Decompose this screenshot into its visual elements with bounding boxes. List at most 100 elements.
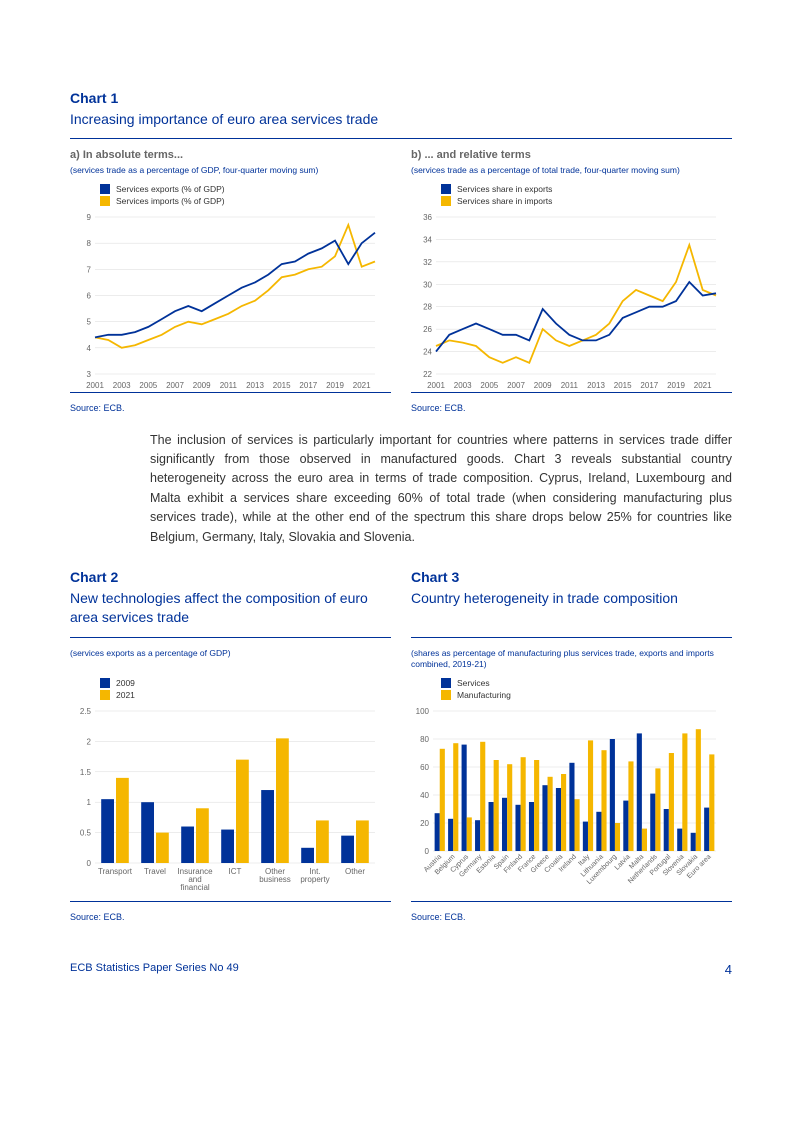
chart2-source: Source: ECB. <box>70 912 391 922</box>
svg-text:2.5: 2.5 <box>80 707 92 716</box>
svg-text:32: 32 <box>423 257 432 266</box>
svg-text:2015: 2015 <box>273 381 291 390</box>
panel-a-source: Source: ECB. <box>70 403 391 413</box>
chart3-rule <box>411 637 732 638</box>
legend-swatch-blue <box>100 184 110 194</box>
chart2-legend: 2009 2021 <box>100 678 391 700</box>
legend-label: 2009 <box>116 678 135 688</box>
svg-text:1: 1 <box>87 798 92 807</box>
panel-b-subtitle: b) ... and relative terms <box>411 149 732 161</box>
svg-text:Latvia: Latvia <box>614 853 632 871</box>
panel-b-legend: Services share in exports Services share… <box>441 184 732 206</box>
legend-swatch-yellow <box>100 196 110 206</box>
legend-label: Services share in imports <box>457 196 552 206</box>
svg-text:2007: 2007 <box>166 381 184 390</box>
legend-swatch-blue <box>441 184 451 194</box>
chart3-source: Source: ECB. <box>411 912 732 922</box>
svg-text:2001: 2001 <box>427 381 445 390</box>
svg-text:22: 22 <box>423 370 432 379</box>
legend-label: 2021 <box>116 690 135 700</box>
chart1-rule <box>70 138 732 139</box>
svg-text:60: 60 <box>420 763 429 772</box>
svg-text:4: 4 <box>87 343 92 352</box>
svg-text:ICT: ICT <box>229 867 242 876</box>
svg-text:2003: 2003 <box>113 381 131 390</box>
svg-text:2011: 2011 <box>561 381 579 390</box>
chart2-desc: (services exports as a percentage of GDP… <box>70 648 391 670</box>
svg-text:20: 20 <box>420 819 429 828</box>
svg-text:2013: 2013 <box>246 381 264 390</box>
svg-text:3: 3 <box>87 370 92 379</box>
svg-text:2: 2 <box>87 737 92 746</box>
footer-page-number: 4 <box>725 962 732 977</box>
svg-text:2017: 2017 <box>640 381 658 390</box>
svg-text:Travel: Travel <box>144 867 166 876</box>
chart3-title: Country heterogeneity in trade compositi… <box>411 589 732 629</box>
chart3-legend: Services Manufacturing <box>441 678 732 700</box>
svg-text:2019: 2019 <box>326 381 344 390</box>
panel-b-source: Source: ECB. <box>411 403 732 413</box>
svg-text:28: 28 <box>423 302 432 311</box>
panel-a-legend: Services exports (% of GDP) Services imp… <box>100 184 391 206</box>
svg-text:2009: 2009 <box>534 381 552 390</box>
svg-text:0.5: 0.5 <box>80 828 92 837</box>
chart2-number: Chart 2 <box>70 569 391 585</box>
chart1-title: Increasing importance of euro area servi… <box>70 110 732 130</box>
svg-text:2013: 2013 <box>587 381 605 390</box>
chart2-title: New technologies affect the composition … <box>70 589 391 629</box>
panel-b-desc: (services trade as a percentage of total… <box>411 165 732 176</box>
svg-text:100: 100 <box>416 707 430 716</box>
chart1-panel-b: b) ... and relative terms (services trad… <box>411 149 732 413</box>
svg-text:40: 40 <box>420 791 429 800</box>
svg-text:Other: Other <box>345 867 365 876</box>
chart1a-svg: 3456789200120032005200720092011201320152… <box>70 212 380 392</box>
legend-swatch-yellow <box>100 690 110 700</box>
svg-text:8: 8 <box>87 239 92 248</box>
svg-text:9: 9 <box>87 213 92 222</box>
svg-text:7: 7 <box>87 265 92 274</box>
legend-swatch-blue <box>100 678 110 688</box>
svg-text:6: 6 <box>87 291 92 300</box>
svg-text:financial: financial <box>180 883 210 892</box>
chart1-number: Chart 1 <box>70 90 732 106</box>
svg-text:property: property <box>300 875 329 884</box>
page-footer: ECB Statistics Paper Series No 49 4 <box>70 962 732 977</box>
svg-text:1.5: 1.5 <box>80 768 92 777</box>
chart3-number: Chart 3 <box>411 569 732 585</box>
chart3-bottom-rule <box>411 901 732 902</box>
svg-text:2003: 2003 <box>454 381 472 390</box>
svg-text:2005: 2005 <box>139 381 157 390</box>
footer-series: ECB Statistics Paper Series No 49 <box>70 962 239 977</box>
svg-text:2015: 2015 <box>614 381 632 390</box>
chart2-rule <box>70 637 391 638</box>
svg-text:2019: 2019 <box>667 381 685 390</box>
svg-text:2021: 2021 <box>353 381 371 390</box>
panel-a-subtitle: a) In absolute terms... <box>70 149 391 161</box>
svg-text:2005: 2005 <box>480 381 498 390</box>
legend-label: Services exports (% of GDP) <box>116 184 225 194</box>
panel-a-desc: (services trade as a percentage of GDP, … <box>70 165 391 176</box>
svg-text:0: 0 <box>87 859 92 868</box>
chart2-bottom-rule <box>70 901 391 902</box>
legend-swatch-yellow <box>441 196 451 206</box>
svg-text:2017: 2017 <box>299 381 317 390</box>
svg-text:5: 5 <box>87 317 92 326</box>
chart3-desc: (shares as percentage of manufacturing p… <box>411 648 732 670</box>
svg-text:business: business <box>259 875 291 884</box>
legend-label: Manufacturing <box>457 690 511 700</box>
svg-text:2021: 2021 <box>694 381 712 390</box>
svg-text:24: 24 <box>423 347 432 356</box>
svg-text:80: 80 <box>420 735 429 744</box>
legend-label: Services share in exports <box>457 184 552 194</box>
body-paragraph: The inclusion of services is particularl… <box>150 431 732 547</box>
svg-text:Transport: Transport <box>98 867 133 876</box>
svg-text:2009: 2009 <box>193 381 211 390</box>
legend-label: Services <box>457 678 490 688</box>
chart1b-svg: 2224262830323436200120032005200720092011… <box>411 212 721 392</box>
svg-text:30: 30 <box>423 280 432 289</box>
svg-text:2001: 2001 <box>86 381 104 390</box>
chart2-svg: 00.511.522.5TransportTravelInsuranceandf… <box>70 706 380 901</box>
svg-text:36: 36 <box>423 213 432 222</box>
legend-swatch-yellow <box>441 690 451 700</box>
chart1-panel-a: a) In absolute terms... (services trade … <box>70 149 391 413</box>
